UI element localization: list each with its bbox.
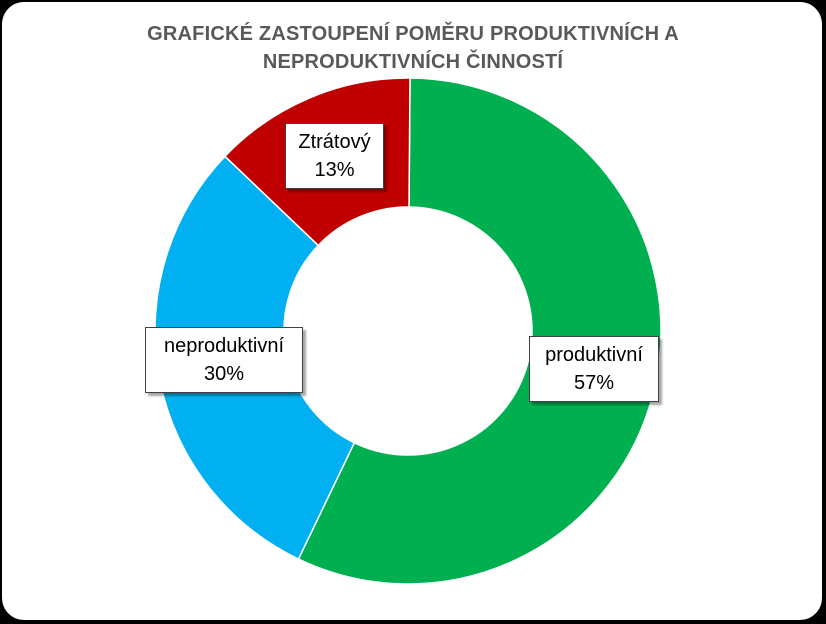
data-label-ztratovy: Ztrátový 13%	[285, 123, 384, 189]
chart-title-line-2: NEPRODUKTIVNÍCH ČINNOSTÍ	[262, 51, 564, 73]
chart-title: GRAFICKÉ ZASTOUPENÍ POMĚRU PRODUKTIVNÍCH…	[0, 20, 826, 76]
data-label-name: Ztrátový	[298, 131, 371, 153]
data-label-value: 13%	[314, 159, 355, 181]
data-label-name: produktivní	[545, 344, 643, 366]
data-label-value: 57%	[573, 372, 615, 394]
doughnut-slice-0	[297, 77, 662, 585]
data-label-value: 30%	[203, 363, 245, 385]
data-label-produktivni: produktivní 57%	[529, 336, 659, 402]
chart-title-line-1: GRAFICKÉ ZASTOUPENÍ POMĚRU PRODUKTIVNÍCH…	[147, 23, 679, 45]
data-label-name: neproduktivní	[163, 335, 285, 357]
data-label-neproduktivni: neproduktivní 30%	[145, 327, 303, 393]
